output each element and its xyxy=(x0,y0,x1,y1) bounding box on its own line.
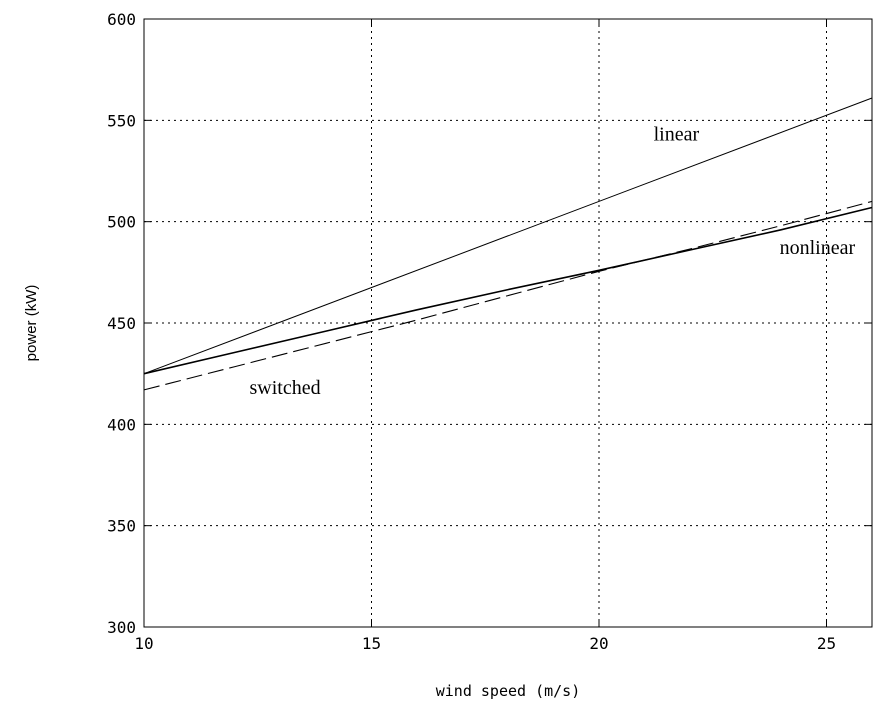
series-line-2 xyxy=(143,206,873,375)
annotation-switched: switched xyxy=(250,377,321,399)
annotation-nonlinear: nonlinear xyxy=(780,237,856,259)
y-tick-label: 400 xyxy=(107,415,136,434)
x-tick-label: 25 xyxy=(817,634,836,653)
grid-lines xyxy=(144,19,872,627)
series-annotations: linear nonlinear switched xyxy=(250,124,856,399)
series-line-3 xyxy=(143,200,873,391)
x-axis-label: wind speed (m/s) xyxy=(436,682,581,700)
data-series xyxy=(143,97,873,391)
series-line-1 xyxy=(143,97,873,375)
y-axis-label: power (kW) xyxy=(23,285,40,362)
y-tick-label: 450 xyxy=(107,314,136,333)
y-tick-label: 550 xyxy=(107,111,136,130)
tick-labels: 10 15 20 25 300 350 400 450 500 550 600 xyxy=(107,10,872,653)
annotation-linear: linear xyxy=(654,124,700,146)
y-tick-label: 600 xyxy=(107,10,136,29)
x-tick-label: 15 xyxy=(362,634,381,653)
y-tick-label: 350 xyxy=(107,517,136,536)
x-tick-label: 20 xyxy=(589,634,608,653)
x-tick-label: 10 xyxy=(134,634,153,653)
y-tick-label: 300 xyxy=(107,618,136,637)
y-tick-label: 500 xyxy=(107,213,136,232)
